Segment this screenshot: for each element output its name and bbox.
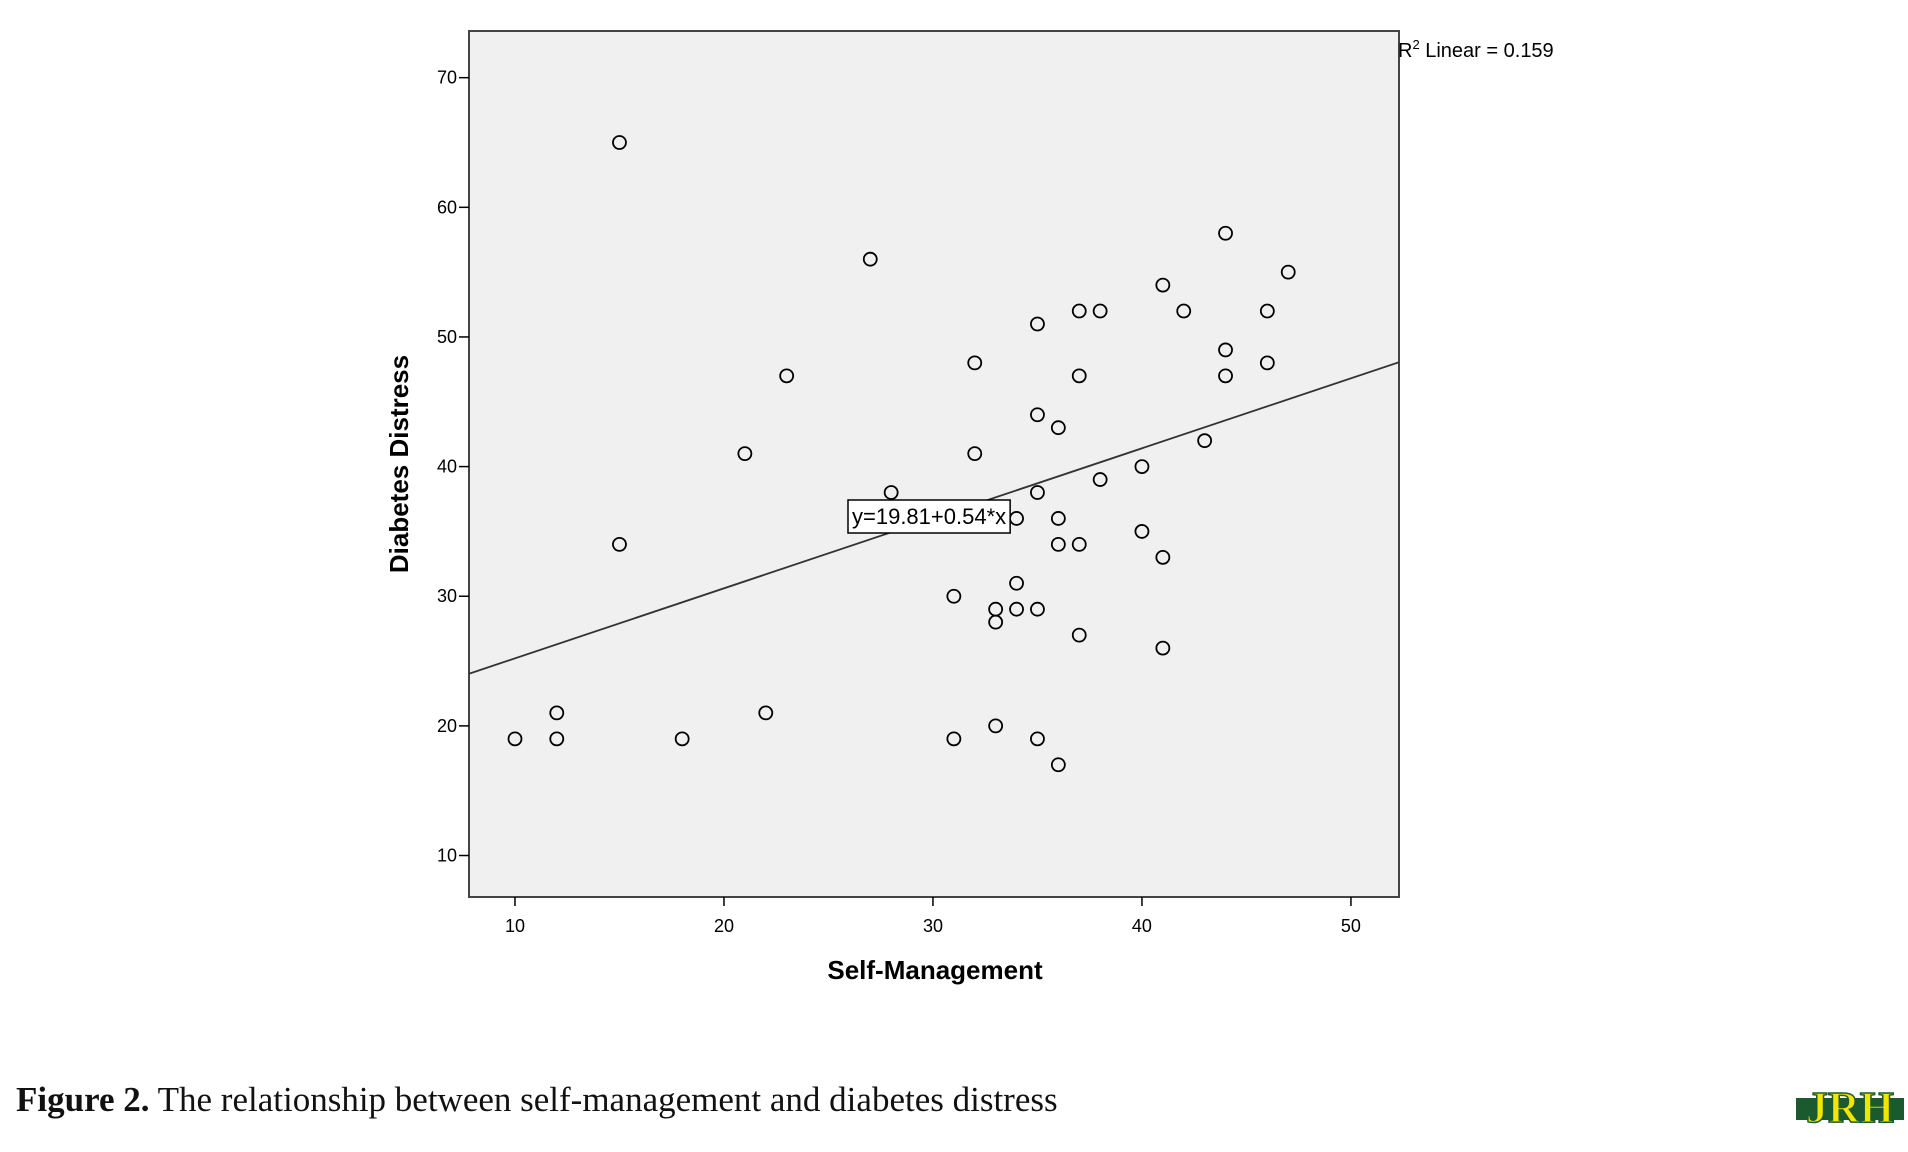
data-point: [946, 588, 962, 604]
svg-text:JRH: JRH: [1806, 1084, 1894, 1130]
x-tick-label: 30: [923, 916, 943, 936]
data-point: [758, 705, 774, 721]
data-point: [988, 614, 1004, 630]
data-point: [862, 251, 878, 267]
x-tick-label: 40: [1132, 916, 1152, 936]
figure-number: Figure 2.: [16, 1080, 150, 1119]
data-point: [1009, 601, 1024, 617]
data-point: [1280, 264, 1296, 280]
data-point: [674, 731, 690, 747]
data-point: [967, 446, 983, 462]
data-point: [1030, 731, 1045, 747]
data-point: [1176, 303, 1192, 319]
data-point: [1030, 601, 1045, 617]
x-tick-label: 10: [505, 916, 525, 936]
data-point: [1071, 303, 1087, 319]
data-point: [1155, 549, 1171, 565]
data-point: [1259, 355, 1275, 371]
data-point: [883, 485, 899, 500]
data-point: [988, 718, 1004, 734]
data-point: [1050, 420, 1066, 436]
data-point: [549, 705, 565, 721]
data-point: [612, 135, 627, 150]
y-tick-label: 50: [437, 327, 457, 347]
data-point: [1030, 316, 1045, 332]
scatter-chart: 10 20 30 40 50 60 70 10 20 30 40 50 y=19.81+0.54*x…: [384, 30, 1554, 985]
data-point: [1009, 575, 1024, 591]
data-point: [507, 731, 523, 747]
data-point: [1071, 536, 1087, 552]
r-squared-exponent: 2: [1412, 37, 1419, 52]
data-point: [1092, 472, 1108, 487]
data-point: [737, 446, 753, 462]
y-tick-label: 30: [437, 586, 457, 606]
data-point: [1218, 225, 1233, 241]
r-squared-symbol: R: [1398, 40, 1412, 62]
data-point: [1218, 368, 1233, 384]
data-point: [967, 355, 983, 371]
y-axis-title: Diabetes Distress: [384, 355, 414, 573]
x-tick-label: 50: [1341, 916, 1361, 936]
data-point: [1155, 277, 1171, 293]
data-point: [1259, 303, 1275, 319]
data-point: [1071, 627, 1087, 643]
data-point: [1030, 485, 1045, 500]
data-point: [612, 536, 627, 552]
jrh-logo: JRH: [1796, 1084, 1904, 1130]
x-axis: 10 20 30 40 50: [505, 897, 1361, 936]
x-tick-label: 20: [714, 916, 734, 936]
data-point: [549, 731, 565, 747]
y-tick-label: 10: [437, 846, 457, 866]
r-squared-label: R2 Linear = 0.159: [1398, 37, 1554, 62]
data-point: [1050, 757, 1066, 773]
equation-label: y=19.81+0.54*x: [852, 504, 1006, 529]
data-point: [779, 368, 795, 384]
data-point: [1218, 342, 1233, 358]
y-tick-label: 40: [437, 457, 457, 477]
plot-area: [468, 30, 1400, 898]
equation-box: y=19.81+0.54*x: [847, 499, 1011, 534]
data-point: [1092, 303, 1108, 319]
data-point: [1050, 536, 1066, 552]
x-axis-title: Self-Management: [827, 955, 1043, 985]
y-tick-label: 60: [437, 197, 457, 217]
data-point: [1030, 407, 1045, 423]
r-squared-value: Linear = 0.159: [1420, 40, 1554, 62]
figure-caption-text: The relationship between self-management…: [149, 1080, 1058, 1119]
y-axis: 10 20 30 40 50 60 70: [437, 68, 469, 866]
figure-caption: Figure 2. The relationship between self-…: [16, 1080, 1058, 1120]
data-point: [1071, 368, 1087, 384]
data-point: [1134, 524, 1150, 539]
data-point: [946, 731, 962, 747]
data-point: [1155, 640, 1171, 656]
data-point: [1050, 511, 1066, 526]
data-points: [507, 135, 1296, 773]
y-tick-label: 70: [437, 68, 457, 88]
data-point: [1134, 459, 1150, 474]
data-point: [1197, 433, 1213, 449]
y-tick-label: 20: [437, 716, 457, 736]
